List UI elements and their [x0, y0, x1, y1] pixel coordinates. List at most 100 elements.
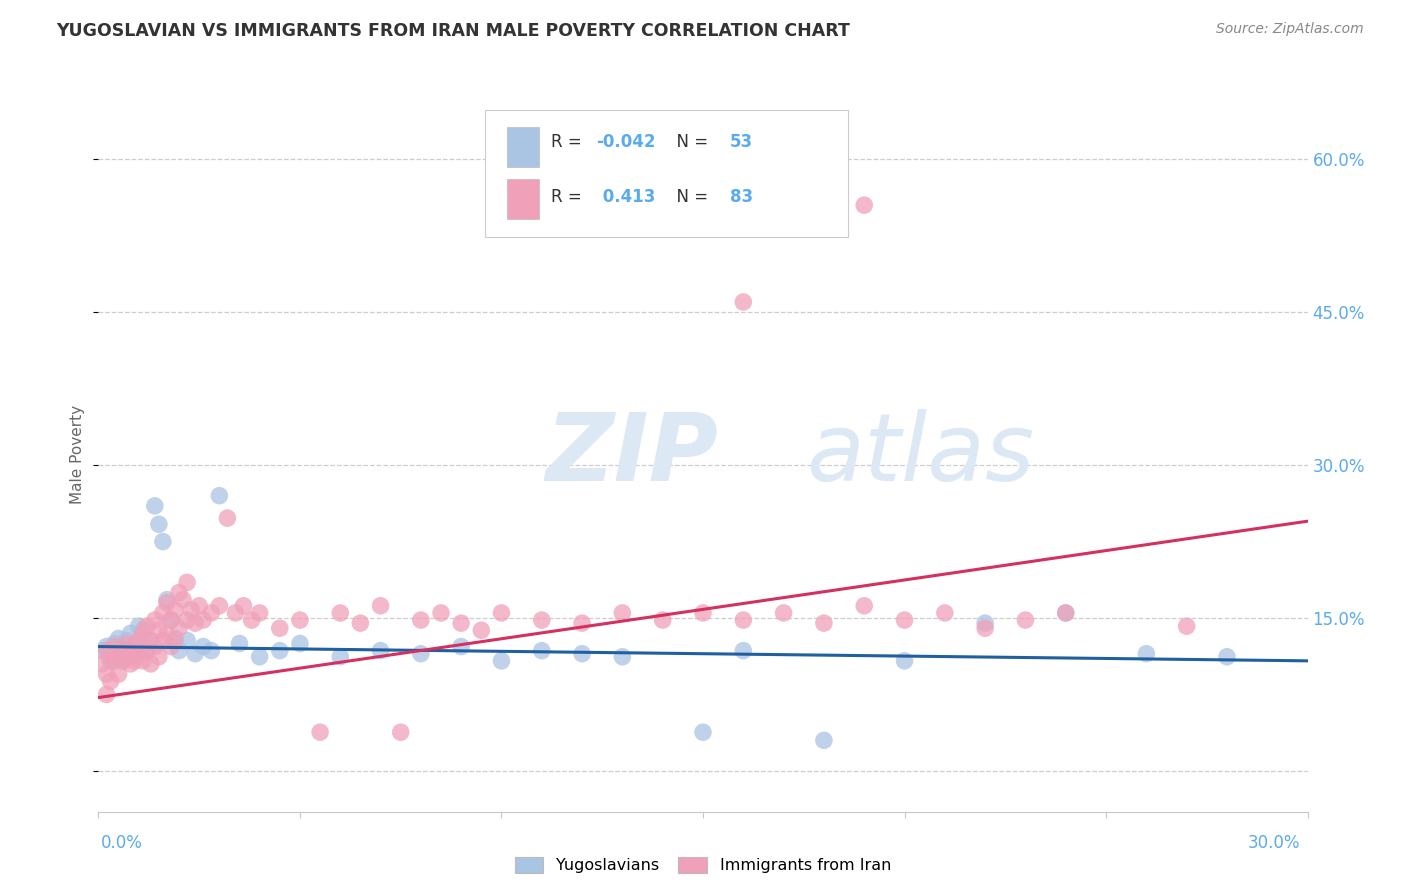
Point [208, 599, 231, 613]
Point [148, 517, 170, 532]
Point [135, 643, 157, 657]
Point [692, 725, 714, 739]
Point [160, 640, 183, 654]
Point [249, 649, 271, 664]
Point [124, 640, 146, 654]
Point [156, 626, 179, 640]
FancyBboxPatch shape [508, 179, 538, 219]
Point [139, 633, 162, 648]
Point [128, 619, 150, 633]
FancyBboxPatch shape [508, 128, 538, 168]
Point [115, 636, 138, 650]
Point [143, 613, 166, 627]
Point [530, 613, 553, 627]
Point [370, 643, 392, 657]
Text: YUGOSLAVIAN VS IMMIGRANTS FROM IRAN MALE POVERTY CORRELATION CHART: YUGOSLAVIAN VS IMMIGRANTS FROM IRAN MALE… [56, 22, 851, 40]
Text: -0.042: -0.042 [596, 134, 657, 152]
Point [193, 613, 215, 627]
Point [853, 599, 876, 613]
Point [100, 654, 122, 668]
Point [1014, 613, 1036, 627]
Point [176, 633, 198, 648]
Point [160, 613, 183, 627]
Legend: Yugoslavians, Immigrants from Iran: Yugoslavians, Immigrants from Iran [508, 850, 898, 880]
Point [128, 636, 150, 650]
Point [491, 654, 513, 668]
Text: R =: R = [551, 134, 586, 152]
Text: 0.0%: 0.0% [101, 834, 143, 852]
Point [103, 649, 125, 664]
Point [115, 647, 138, 661]
Point [96, 667, 118, 681]
Point [100, 649, 122, 664]
Point [103, 654, 125, 668]
Point [288, 613, 311, 627]
Point [152, 606, 174, 620]
Point [571, 616, 593, 631]
Point [163, 603, 186, 617]
Point [96, 640, 118, 654]
Point [1175, 619, 1198, 633]
Text: R =: R = [551, 187, 586, 205]
Point [692, 606, 714, 620]
Point [143, 640, 166, 654]
Point [96, 643, 118, 657]
Text: N =: N = [665, 134, 713, 152]
Point [470, 624, 492, 638]
Text: 30.0%: 30.0% [1249, 834, 1301, 852]
Point [188, 599, 211, 613]
Text: 53: 53 [730, 134, 752, 152]
Text: N =: N = [665, 187, 713, 205]
Point [893, 654, 915, 668]
Point [389, 725, 412, 739]
Point [1054, 606, 1077, 620]
Point [139, 633, 162, 648]
Point [120, 657, 142, 671]
Point [249, 606, 271, 620]
Point [135, 619, 157, 633]
Point [115, 633, 138, 648]
Text: 83: 83 [730, 187, 752, 205]
Point [208, 489, 231, 503]
Text: ZIP: ZIP [546, 409, 718, 501]
Point [612, 649, 634, 664]
Point [240, 613, 263, 627]
Point [163, 633, 186, 648]
Y-axis label: Male Poverty: Male Poverty [70, 405, 86, 505]
Point [139, 657, 162, 671]
Point [128, 647, 150, 661]
Point [96, 688, 118, 702]
Point [491, 606, 513, 620]
Point [120, 643, 142, 657]
Point [120, 626, 142, 640]
Point [193, 640, 215, 654]
Point [107, 647, 129, 661]
Point [100, 647, 122, 661]
Point [813, 733, 835, 747]
Point [107, 643, 129, 657]
Point [143, 499, 166, 513]
Point [269, 621, 291, 635]
Point [163, 632, 186, 646]
Point [1216, 649, 1239, 664]
Point [200, 606, 222, 620]
Point [156, 596, 179, 610]
FancyBboxPatch shape [485, 111, 848, 237]
Point [409, 613, 432, 627]
Point [167, 585, 190, 599]
Point [111, 640, 134, 654]
Point [132, 654, 155, 668]
Text: atlas: atlas [806, 409, 1033, 500]
Point [120, 640, 142, 654]
Point [217, 511, 239, 525]
Point [224, 606, 246, 620]
Point [111, 654, 134, 668]
Point [103, 636, 125, 650]
Text: 0.413: 0.413 [596, 187, 655, 205]
Point [893, 613, 915, 627]
Point [430, 606, 453, 620]
Point [172, 592, 194, 607]
Point [733, 613, 755, 627]
Point [200, 643, 222, 657]
Point [934, 606, 956, 620]
